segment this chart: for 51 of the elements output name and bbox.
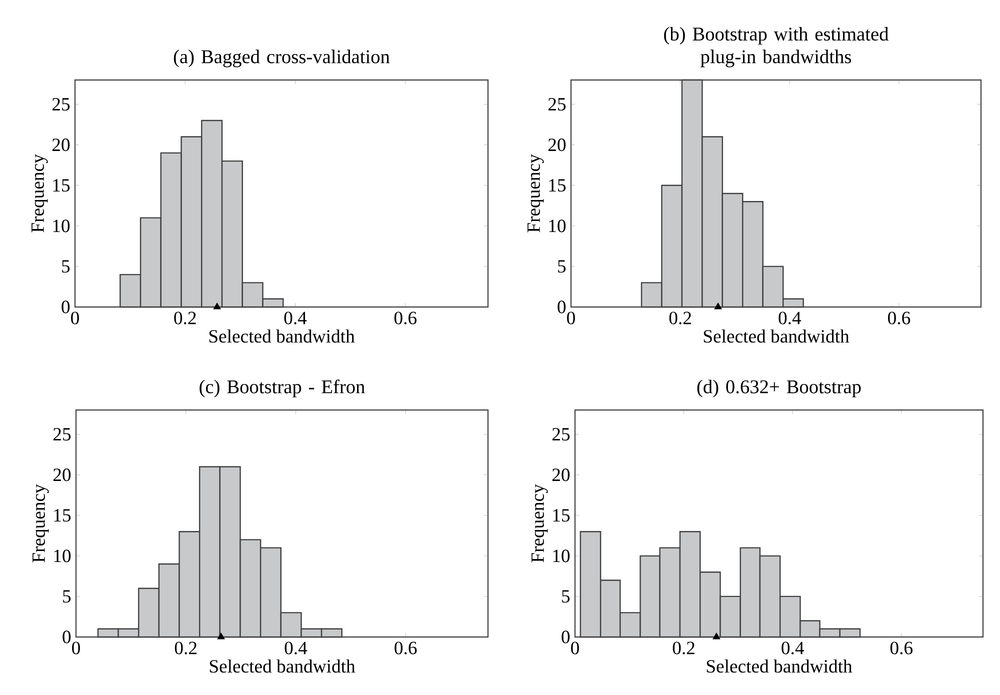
x-tick-label: 0.4 <box>284 312 307 324</box>
x-tick-label: 0.2 <box>669 312 691 324</box>
y-tick-label: 10 <box>54 550 71 562</box>
y-tick-label: 10 <box>549 220 566 232</box>
y-axis-title: Frequency <box>32 484 49 562</box>
x-axis-title: Selected bandwidth <box>209 330 355 343</box>
x-tick-label: 0.4 <box>284 642 308 654</box>
y-tick-label: 25 <box>53 428 71 441</box>
y-tick-label: 5 <box>63 590 71 603</box>
x-axis-title: Selected bandwidth <box>210 660 356 673</box>
x-tick-label: 0.4 <box>782 642 804 654</box>
y-axis-title: Frequency <box>528 154 544 232</box>
y-tick-label: 20 <box>53 468 71 482</box>
y-tick-label: 25 <box>52 98 70 111</box>
x-tick-label: 0 <box>72 642 80 654</box>
y-tick-label: 10 <box>53 220 70 232</box>
y-tick-label: 20 <box>52 138 70 152</box>
chart-title: (c) Bootstrap - Efron <box>200 380 365 398</box>
x-tick-label: 0.2 <box>174 312 196 324</box>
y-tick-label: 0 <box>558 300 566 314</box>
x-tick-label: 0.2 <box>174 642 197 654</box>
y-tick-label: 0 <box>62 630 71 644</box>
x-tick-label: 0.4 <box>778 312 802 324</box>
chart-title: (a) Bagged cross-validation <box>174 50 390 68</box>
y-tick-label: 5 <box>558 260 566 273</box>
chart-title: (b) Bootstrap with estimated plug-in bandwidths <box>664 27 889 68</box>
y-tick-label: 25 <box>552 428 570 441</box>
y-tick-label: 25 <box>548 98 566 111</box>
y-tick-label: 20 <box>548 138 566 152</box>
x-tick-label: 0 <box>71 312 79 324</box>
y-tick-label: 0 <box>562 630 570 644</box>
y-tick-label: 10 <box>553 550 570 562</box>
y-tick-label: 5 <box>562 590 570 603</box>
x-tick-label: 0.6 <box>394 312 417 324</box>
y-tick-label: 15 <box>553 509 570 522</box>
y-tick-label: 5 <box>62 260 70 273</box>
y-tick-label: 15 <box>549 179 566 192</box>
x-axis-title: Selected bandwidth <box>704 330 850 343</box>
x-axis-title: Selected bandwidth <box>706 660 852 673</box>
x-tick-label: 0.6 <box>888 312 910 324</box>
x-tick-label: 0.6 <box>394 642 417 654</box>
x-tick-label: 0.6 <box>890 642 913 654</box>
y-axis-title: Frequency <box>532 484 548 562</box>
y-tick-label: 15 <box>54 509 71 522</box>
y-axis-title: Frequency <box>32 154 48 232</box>
y-tick-label: 20 <box>552 468 570 482</box>
y-tick-label: 15 <box>53 179 70 192</box>
y-tick-label: 0 <box>62 300 70 314</box>
x-tick-label: 0 <box>571 642 579 654</box>
chart-title: (d) 0.632+ Bootstrap <box>697 380 861 398</box>
x-tick-label: 0.2 <box>672 642 694 654</box>
